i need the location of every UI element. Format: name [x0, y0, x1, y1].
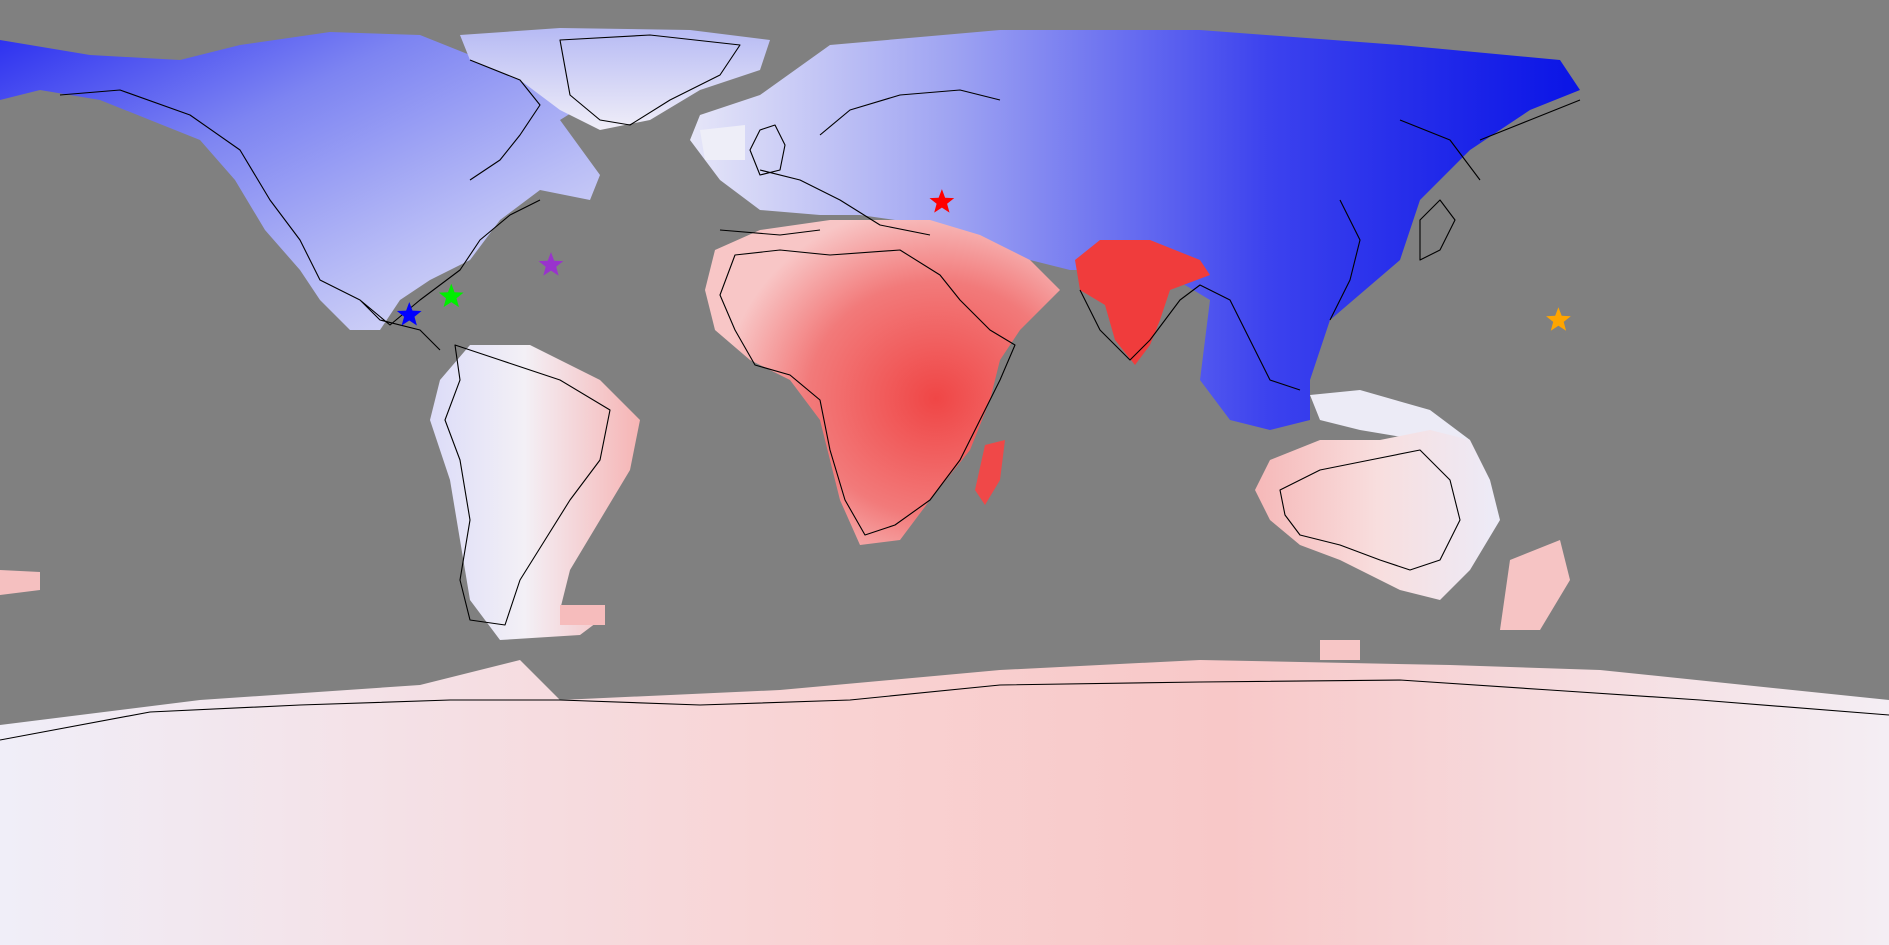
antarctica-coast [0, 679, 1889, 741]
north-america-field [0, 32, 600, 330]
australia-coast [1279, 449, 1461, 571]
australia-field [1255, 430, 1500, 600]
south-atlantic-patch [0, 570, 40, 595]
uk-coast [749, 124, 786, 176]
coastlines [0, 34, 1889, 741]
africa-coast [719, 249, 1016, 536]
eurasia-coast [719, 89, 1581, 391]
maritime-asia-field [1310, 390, 1470, 440]
greenland-field [460, 28, 770, 130]
antarctica-field [0, 660, 1889, 945]
marker-east-china-star-icon [1546, 307, 1571, 331]
south-america-coast [444, 344, 611, 626]
madagascar-field [975, 440, 1005, 505]
south-america-field [430, 345, 640, 640]
africa-field [705, 220, 1060, 545]
southern-africa-tip-patch [560, 605, 605, 625]
japan-coast [1419, 199, 1456, 261]
new-zealand-field [1500, 540, 1570, 630]
iceland-patch [700, 125, 745, 160]
marker-uk-star-icon [929, 189, 955, 213]
marker-east-usa-star-icon [538, 252, 564, 276]
india-field [1075, 240, 1210, 365]
eurasia-field [690, 30, 1580, 430]
markers-layer [396, 189, 1571, 331]
marker-southwest-usa-star-icon [396, 302, 422, 326]
greenland-coast [559, 34, 741, 126]
north-america-coast [59, 59, 541, 351]
antarctic-peninsula-patch [1320, 640, 1360, 660]
marker-central-usa-star-icon [438, 283, 464, 308]
